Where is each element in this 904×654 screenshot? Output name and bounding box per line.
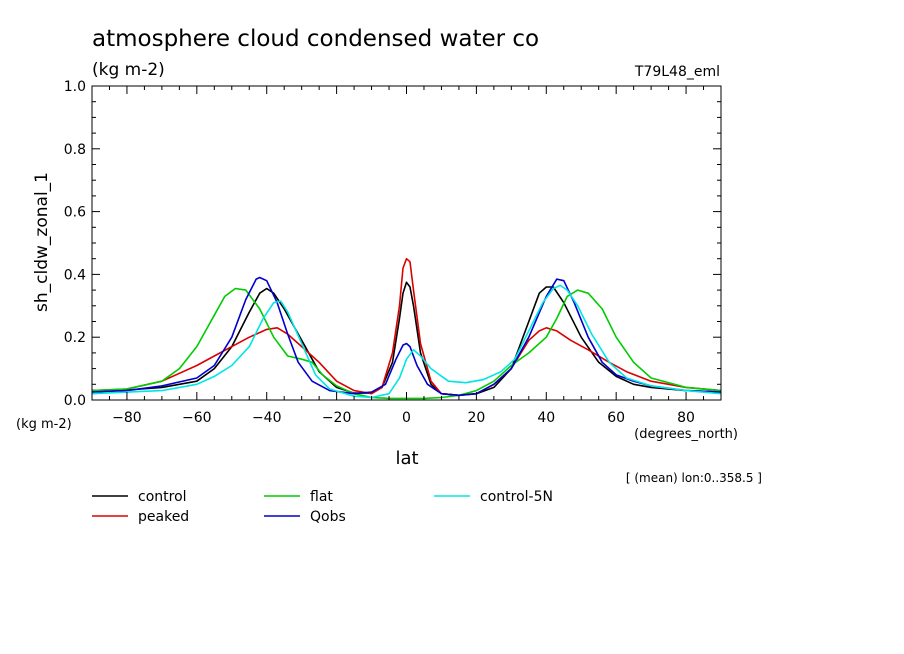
y-tick-label: 0.0 bbox=[64, 393, 86, 409]
series-line-flat bbox=[92, 287, 721, 400]
y-tick-label: 0.2 bbox=[64, 330, 86, 346]
legend-label-control: control bbox=[138, 489, 187, 505]
x-tick-label: −80 bbox=[112, 410, 142, 426]
x-tick-label: 20 bbox=[467, 410, 485, 426]
y-ticks: 0.0 0.2 0.4 0.6 0.8 1.0 bbox=[64, 79, 721, 409]
chart-title: atmosphere cloud condensed water co bbox=[92, 26, 539, 52]
series-line-control bbox=[92, 281, 721, 397]
x-tick-label: −20 bbox=[322, 410, 352, 426]
x-tick-label: 80 bbox=[677, 410, 695, 426]
y-tick-label: 0.8 bbox=[64, 142, 86, 158]
x-tick-label: 0 bbox=[402, 410, 411, 426]
legend-label-flat: flat bbox=[310, 489, 333, 505]
y-axis-label: sh_cldw_zonal_1 bbox=[32, 172, 52, 312]
footnote: [ (mean) lon:0..358.5 ] bbox=[626, 471, 762, 485]
legend-label-control-5n: control-5N bbox=[480, 489, 553, 505]
y-tick-label: 0.4 bbox=[64, 267, 86, 283]
chart-subtitle: (kg m-2) bbox=[92, 60, 165, 80]
series-line-qobs bbox=[92, 276, 721, 397]
plot-series bbox=[92, 257, 721, 400]
x-tick-label: 40 bbox=[537, 410, 555, 426]
series-line-control-5n bbox=[92, 284, 721, 399]
x-tick-label: −60 bbox=[182, 410, 212, 426]
x-units-label: (degrees_north) bbox=[634, 427, 738, 442]
legend-label-peaked: peaked bbox=[138, 509, 189, 525]
legend: control flat control-5N peaked Qobs bbox=[92, 489, 553, 525]
run-label: T79L48_eml bbox=[634, 64, 720, 80]
x-tick-label: −40 bbox=[252, 410, 282, 426]
legend-label-qobs: Qobs bbox=[310, 509, 346, 525]
series-line-peaked bbox=[92, 257, 721, 397]
x-tick-label: 60 bbox=[607, 410, 625, 426]
y-tick-label: 0.6 bbox=[64, 205, 86, 221]
y-tick-label: 1.0 bbox=[64, 79, 86, 95]
y-units-label: (kg m-2) bbox=[16, 417, 72, 432]
x-axis-label: lat bbox=[395, 448, 418, 469]
x-ticks: −80 −60 −40 −20 0 20 40 60 80 bbox=[108, 86, 705, 426]
